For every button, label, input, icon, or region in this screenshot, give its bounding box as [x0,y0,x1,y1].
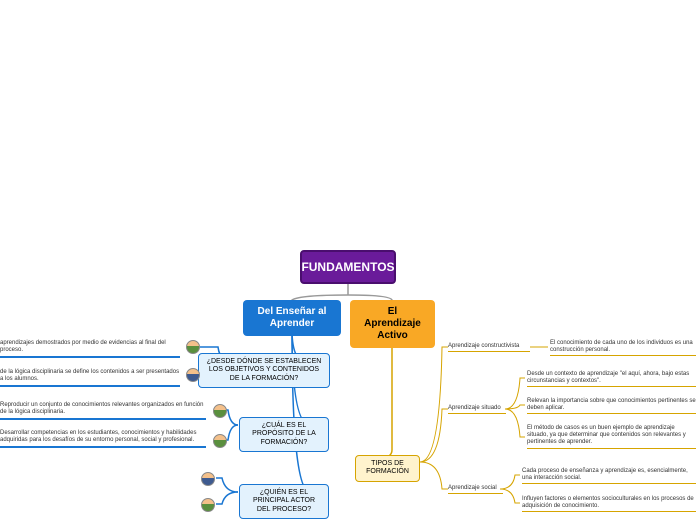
left-main-node[interactable]: Del Enseñar al Aprender [243,300,341,336]
left-leaf-2: de la lógica disciplinaria se define los… [0,369,180,387]
right-leaf-3: Relevan la importancia sobre que conocim… [527,398,696,414]
left-q3[interactable]: ¿QUIÉN ES EL PRINCIPAL ACTOR DEL PROCESO… [239,484,329,519]
left-leaf-1: aprendizajes demostrados por medio de ev… [0,340,180,358]
left-q1[interactable]: ¿DESDE DÓNDE SE ESTABLECEN LOS OBJETIVOS… [198,353,330,388]
right-main-node[interactable]: El Aprendizaje Activo [350,300,435,348]
type-social[interactable]: Aprendizaje social [448,485,503,494]
type-situado[interactable]: Aprendizaje situado [448,405,506,414]
right-leaf-4: El método de casos es un buen ejemplo de… [527,425,696,449]
type-constructivista[interactable]: Aprendizaje constructivista [448,343,530,352]
avatar-icon [213,404,227,418]
left-leaf-4: Desarrollar competencias en los estudian… [0,430,206,448]
left-q2[interactable]: ¿CUÁL ES EL PROPÓSITO DE LA FORMACIÓN? [239,417,329,452]
avatar-icon [186,368,200,382]
right-leaf-1: El conocimiento de cada uno de los indiv… [550,340,696,356]
left-leaf-3: Reproducir un conjunto de conocimientos … [0,402,206,420]
root-node[interactable]: FUNDAMENTOS [300,250,396,284]
right-leaf-6: Influyen factores o elementos sociocultu… [522,496,696,512]
right-leaf-5: Cada proceso de enseñanza y aprendizaje … [522,468,696,484]
avatar-icon [201,498,215,512]
avatar-icon [201,472,215,486]
avatar-icon [186,340,200,354]
right-sub-tipos[interactable]: TIPOS DE FORMACIÓN [355,455,420,482]
avatar-icon [213,434,227,448]
right-leaf-2: Desde un contexto de aprendizaje "el aqu… [527,371,696,387]
